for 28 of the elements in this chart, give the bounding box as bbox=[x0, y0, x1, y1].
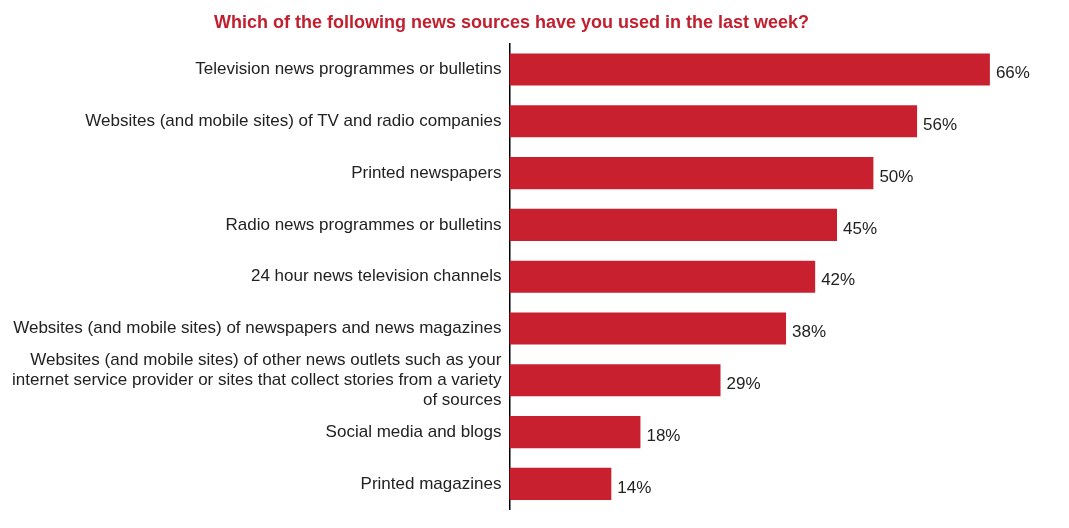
y-tick-label: Printed magazines bbox=[360, 473, 502, 493]
data-label: 18% bbox=[646, 425, 681, 445]
data-label: 56% bbox=[923, 114, 958, 134]
data-label: 42% bbox=[821, 270, 856, 290]
y-tick-label: Social media and blogs bbox=[325, 421, 502, 441]
bar bbox=[509, 467, 612, 500]
data-label: 50% bbox=[879, 166, 914, 186]
bar bbox=[509, 157, 874, 190]
bar bbox=[509, 312, 787, 345]
y-tick-label: Websites (and mobile sites) of newspapers and news magazines bbox=[13, 318, 502, 338]
chart-title: Which of the following news sources have you used in the last week? bbox=[213, 11, 810, 32]
bar bbox=[509, 53, 990, 86]
y-tick-label: Television news programmes or bulletins bbox=[195, 59, 502, 79]
bar bbox=[509, 105, 918, 138]
y-tick-label: Radio news programmes or bulletins bbox=[225, 214, 502, 234]
data-label: 38% bbox=[792, 322, 827, 342]
bar bbox=[509, 208, 837, 241]
y-tick-label: Websites (and mobile sites) of other news outlets such as your internet service provider or sites that collect stories from a variety of sources bbox=[12, 349, 502, 410]
data-label: 66% bbox=[995, 63, 1030, 83]
data-label: 14% bbox=[617, 477, 652, 497]
data-label: 45% bbox=[843, 218, 878, 238]
bar bbox=[509, 260, 816, 293]
y-tick-label: Websites (and mobile sites) of TV and radio companies bbox=[85, 110, 502, 130]
data-label: 29% bbox=[726, 373, 761, 393]
bar bbox=[509, 416, 641, 449]
y-tick-label: 24 hour news television channels bbox=[250, 266, 502, 286]
bar bbox=[509, 364, 721, 397]
y-tick-label: Printed newspapers bbox=[351, 162, 502, 182]
